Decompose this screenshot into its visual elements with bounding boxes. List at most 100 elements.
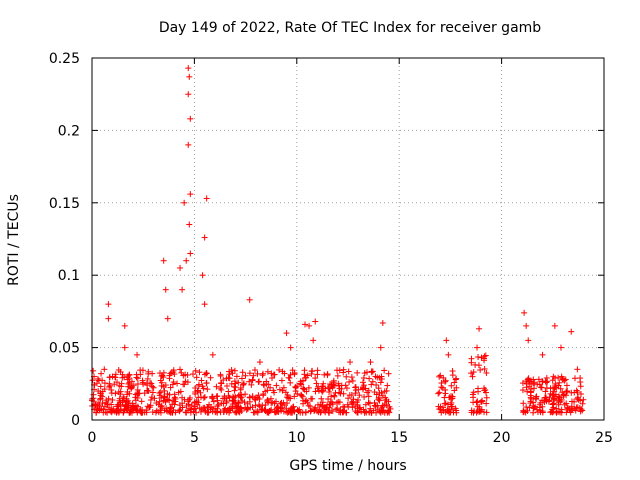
- data-point: [198, 377, 205, 384]
- data-point: [378, 407, 385, 414]
- data-point: [287, 344, 294, 351]
- data-point: [360, 375, 367, 382]
- data-point: [179, 286, 186, 293]
- data-point: [555, 382, 562, 389]
- data-point: [166, 391, 173, 398]
- data-point: [177, 388, 184, 395]
- data-point: [280, 399, 287, 406]
- data-point: [377, 379, 384, 386]
- data-point: [149, 383, 156, 390]
- data-point: [116, 382, 123, 389]
- data-point: [551, 395, 558, 402]
- data-point: [299, 377, 306, 384]
- data-point: [134, 351, 141, 358]
- data-point: [109, 396, 116, 403]
- data-point: [207, 374, 214, 381]
- y-tick-label: 0.05: [49, 341, 80, 357]
- data-point: [542, 388, 549, 395]
- data-point: [366, 375, 373, 382]
- data-point: [167, 370, 174, 377]
- data-point: [561, 401, 568, 408]
- data-point: [552, 380, 559, 387]
- data-point: [156, 398, 163, 405]
- data-point: [121, 374, 128, 381]
- data-point: [564, 388, 571, 395]
- data-point: [445, 351, 452, 358]
- data-point: [442, 378, 449, 385]
- data-point: [94, 406, 101, 413]
- data-point: [365, 393, 372, 400]
- data-point: [522, 409, 529, 416]
- data-point: [386, 409, 393, 416]
- data-point: [193, 374, 200, 381]
- data-point: [330, 377, 337, 384]
- data-point: [531, 379, 538, 386]
- data-point: [147, 396, 154, 403]
- data-point: [320, 380, 327, 387]
- data-point: [305, 384, 312, 391]
- data-point: [177, 366, 184, 373]
- data-point: [372, 373, 379, 380]
- data-point: [187, 250, 194, 257]
- data-point: [478, 354, 485, 361]
- data-point: [242, 391, 249, 398]
- data-point: [552, 391, 559, 398]
- data-point: [256, 359, 263, 366]
- data-point: [436, 373, 443, 380]
- data-point: [557, 344, 564, 351]
- data-point: [270, 371, 277, 378]
- data-point: [89, 377, 96, 384]
- data-point: [246, 378, 253, 385]
- data-point: [440, 374, 447, 381]
- data-point: [365, 387, 372, 394]
- data-point: [158, 394, 165, 401]
- data-point: [149, 389, 156, 396]
- data-point: [297, 409, 304, 416]
- data-point: [444, 406, 451, 413]
- data-point: [375, 395, 382, 402]
- y-tick-label: 0: [71, 413, 80, 429]
- data-point: [155, 401, 162, 408]
- data-point: [483, 369, 490, 376]
- data-point: [315, 383, 322, 390]
- data-points: [89, 65, 587, 416]
- data-point: [291, 393, 298, 400]
- data-point: [537, 384, 544, 391]
- data-point: [549, 377, 556, 384]
- data-point: [170, 379, 177, 386]
- data-point: [159, 372, 166, 379]
- data-point: [468, 359, 475, 366]
- data-point: [360, 382, 367, 389]
- data-point: [264, 409, 271, 416]
- data-point: [171, 401, 178, 408]
- data-point: [368, 368, 375, 375]
- data-point: [264, 408, 271, 415]
- data-point: [543, 396, 550, 403]
- data-point: [101, 403, 108, 410]
- data-point: [574, 395, 581, 402]
- data-point: [260, 370, 267, 377]
- data-point: [232, 393, 239, 400]
- data-point: [179, 394, 186, 401]
- data-point: [112, 371, 119, 378]
- data-point: [350, 396, 357, 403]
- data-point: [156, 390, 163, 397]
- data-point: [240, 380, 247, 387]
- data-point: [333, 367, 340, 374]
- data-point: [171, 394, 178, 401]
- data-point: [343, 373, 350, 380]
- data-point: [203, 195, 210, 202]
- data-point: [272, 398, 279, 405]
- data-point: [474, 344, 481, 351]
- data-point: [312, 388, 319, 395]
- y-tick-label: 0.1: [58, 268, 80, 284]
- data-point: [482, 352, 489, 359]
- data-point: [105, 395, 112, 402]
- data-point: [577, 390, 584, 397]
- data-point: [313, 380, 320, 387]
- data-point: [294, 390, 301, 397]
- data-point: [376, 397, 383, 404]
- data-point: [113, 403, 120, 410]
- data-point: [132, 394, 139, 401]
